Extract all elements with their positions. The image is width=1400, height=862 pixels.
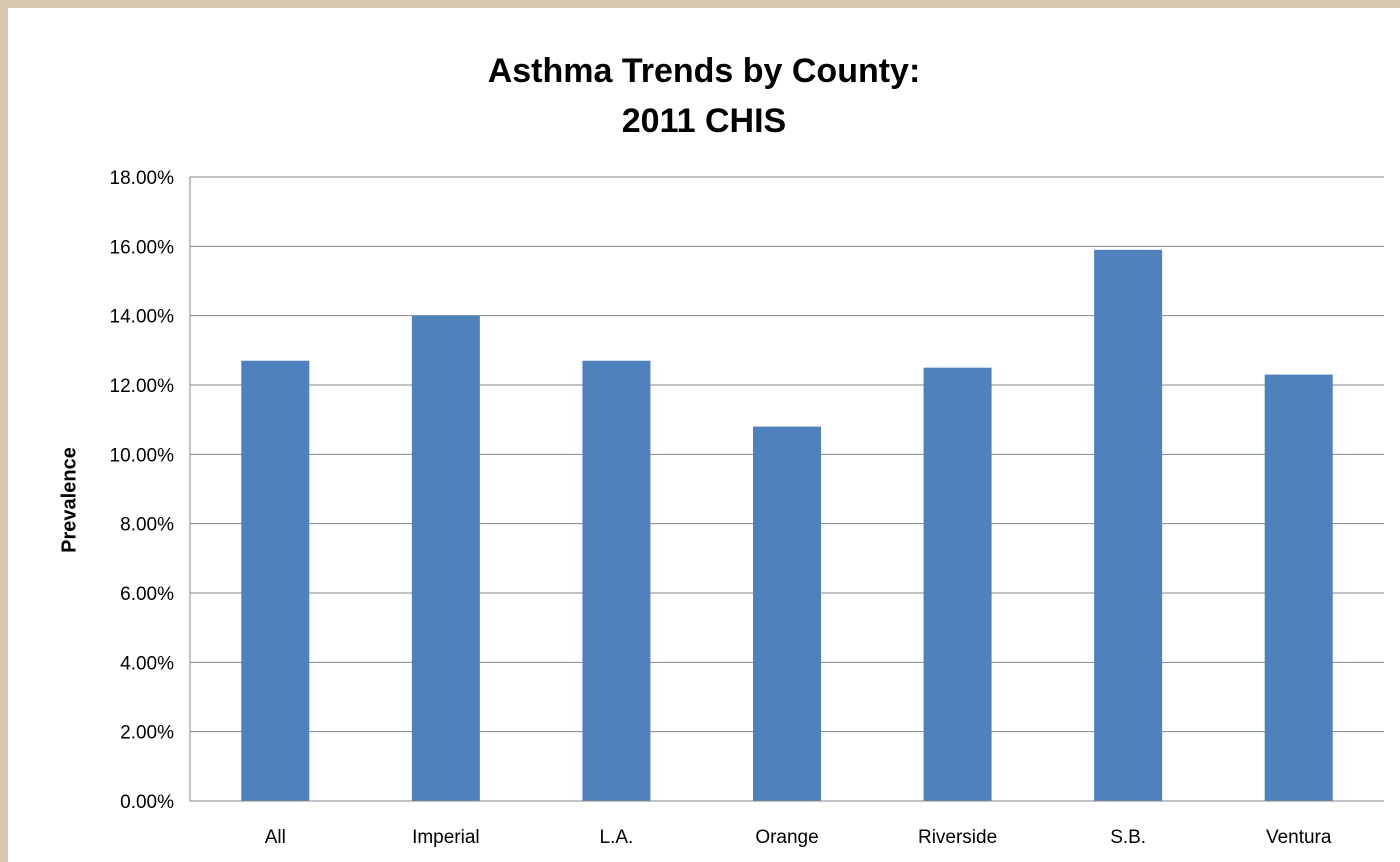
y-tick-label: 14.00% — [110, 307, 175, 328]
y-tick-label: 4.00% — [120, 653, 174, 674]
chart-frame: Asthma Trends by County: 2011 CHIS Preva… — [8, 8, 1400, 862]
bar — [1094, 249, 1163, 802]
y-tick-label: 8.00% — [120, 515, 174, 536]
y-tick-label: 10.00% — [110, 445, 175, 466]
y-tick-label: 0.00% — [120, 792, 174, 813]
bar — [411, 315, 480, 801]
chart-title: Asthma Trends by County: 2011 CHIS — [8, 46, 1400, 146]
x-tick-label: L.A. — [600, 827, 634, 848]
x-tick-label: All — [265, 827, 286, 848]
y-tick-label: 12.00% — [110, 376, 175, 397]
x-tick-label: Imperial — [412, 827, 480, 848]
bar — [241, 360, 310, 801]
x-tick-label: Ventura — [1266, 827, 1332, 848]
y-tick-label: 18.00% — [110, 168, 175, 189]
y-tick-label: 6.00% — [120, 584, 174, 605]
bar — [1264, 374, 1333, 801]
y-tick-label: 16.00% — [110, 237, 175, 258]
x-tick-label: Riverside — [918, 827, 997, 848]
chart-title-line-1: Asthma Trends by County: — [487, 52, 921, 90]
x-tick-label: S.B. — [1110, 827, 1146, 848]
bar — [582, 360, 651, 801]
chart-title-line-2: 2011 CHIS — [621, 102, 787, 140]
bar — [753, 426, 821, 801]
y-tick-label: 2.00% — [120, 723, 174, 744]
x-tick-label: Orange — [755, 827, 818, 848]
bar — [923, 367, 992, 801]
